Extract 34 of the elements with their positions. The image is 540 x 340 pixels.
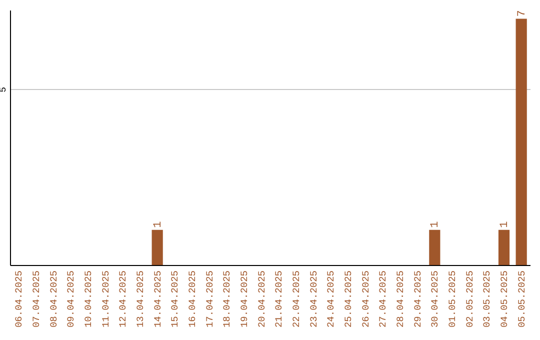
x-tick-label: 12.04.2025	[118, 270, 129, 328]
x-tick-label: 27.04.2025	[378, 270, 389, 328]
data-label: 1	[152, 220, 164, 228]
x-tick-label: 22.04.2025	[291, 270, 302, 328]
x-tick-label: 29.04.2025	[412, 270, 424, 328]
x-tick-label: 01.05.2025	[447, 270, 458, 328]
x-tick-label: 11.04.2025	[100, 270, 112, 328]
x-tick-label: 23.04.2025	[308, 270, 320, 328]
x-tick-label: 13.04.2025	[135, 270, 146, 328]
x-tick-label: 15.04.2025	[170, 270, 181, 328]
x-tick-label: 16.04.2025	[187, 270, 198, 328]
data-label: 7	[516, 10, 528, 17]
x-tick-label: 06.04.2025	[14, 270, 25, 328]
x-tick-label: 07.04.2025	[31, 270, 42, 328]
x-tick-label: 03.05.2025	[482, 270, 493, 328]
x-tick-label: 05.05.2025	[516, 270, 528, 328]
x-tick-label: 10.04.2025	[83, 270, 94, 328]
x-tick-label: 08.04.2025	[48, 270, 60, 328]
x-tick-label: 02.05.2025	[464, 270, 476, 328]
x-tick-label: 28.04.2025	[395, 270, 406, 328]
x-tick-label: 17.04.2025	[204, 270, 216, 328]
data-label: 1	[499, 220, 511, 228]
x-tick-label: 19.04.2025	[239, 270, 250, 328]
x-tick-label: 21.04.2025	[274, 270, 285, 328]
x-tick-label: 30.04.2025	[430, 270, 441, 328]
x-tick-label: 18.04.2025	[222, 270, 233, 328]
x-tick-label: 26.04.2025	[360, 270, 372, 328]
data-label: 1	[430, 220, 442, 228]
x-tick-label: 09.04.2025	[66, 270, 77, 328]
x-tick-label: 04.05.2025	[499, 270, 510, 328]
x-tick-label: 25.04.2025	[343, 270, 354, 328]
x-tick-label: 14.04.2025	[152, 270, 164, 328]
x-tick-label: 20.04.2025	[256, 270, 268, 328]
x-tick-label: 24.04.2025	[326, 270, 337, 328]
